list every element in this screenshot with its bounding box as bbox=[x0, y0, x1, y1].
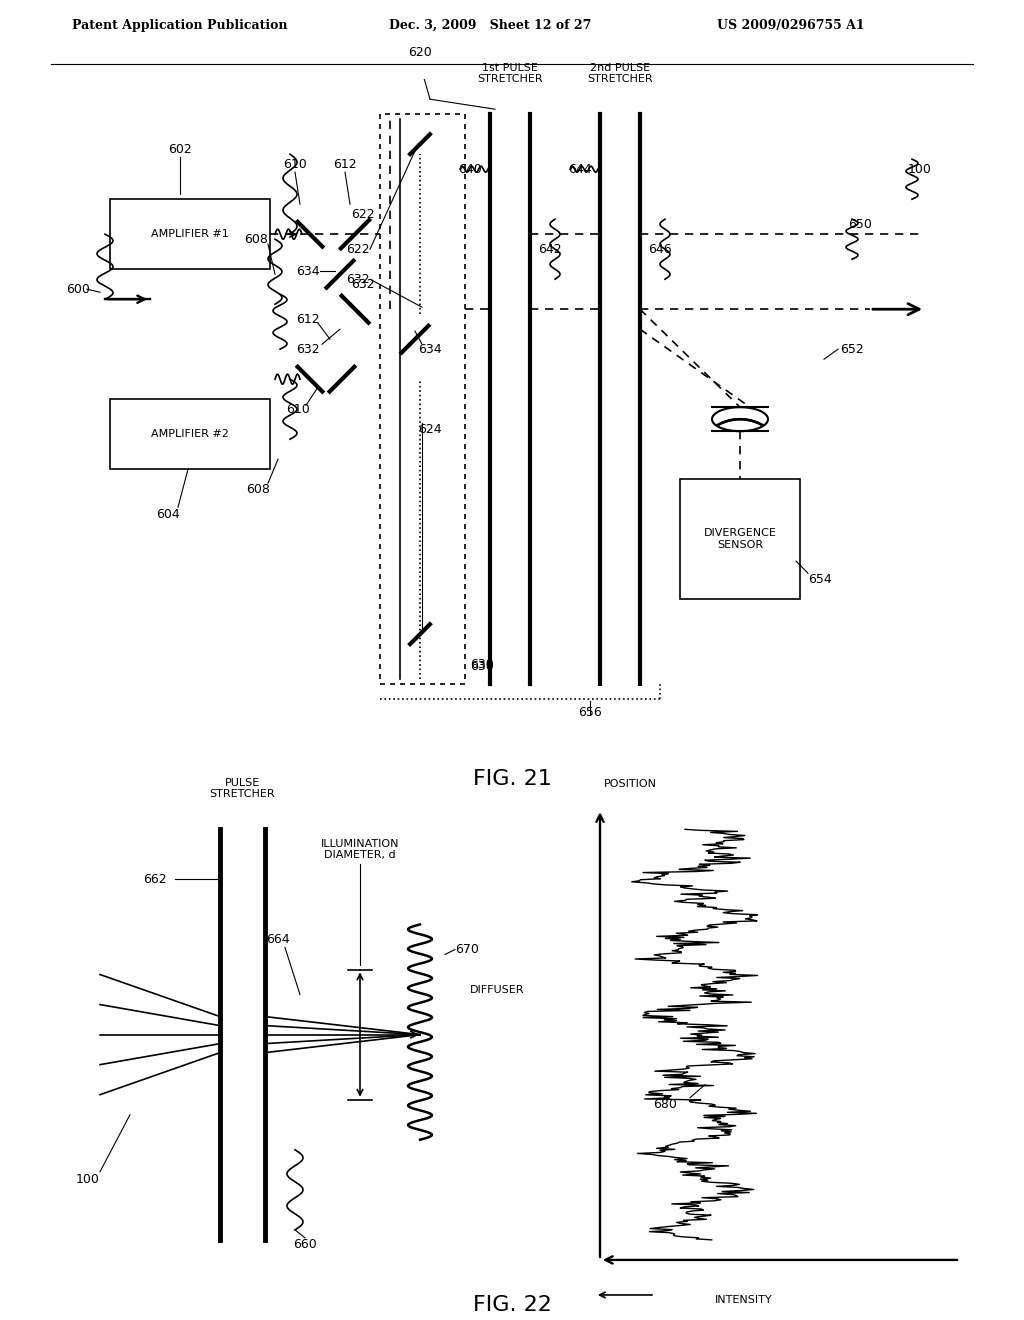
Text: DIFFUSER: DIFFUSER bbox=[470, 985, 524, 994]
Text: Patent Application Publication: Patent Application Publication bbox=[72, 18, 287, 32]
Text: 670: 670 bbox=[455, 942, 479, 956]
Text: 612: 612 bbox=[296, 313, 319, 326]
Text: 2nd PULSE
STRETCHER: 2nd PULSE STRETCHER bbox=[587, 62, 653, 84]
Text: FIG. 22: FIG. 22 bbox=[472, 1295, 552, 1315]
Ellipse shape bbox=[712, 407, 768, 432]
Text: 662: 662 bbox=[143, 873, 167, 886]
Text: 612: 612 bbox=[333, 157, 356, 170]
Text: 632: 632 bbox=[296, 343, 319, 355]
Bar bbox=[680, 479, 800, 599]
Text: 652: 652 bbox=[840, 343, 864, 355]
Text: ILLUMINATION
DIAMETER, d: ILLUMINATION DIAMETER, d bbox=[321, 838, 399, 861]
Text: AMPLIFIER #1: AMPLIFIER #1 bbox=[152, 230, 229, 239]
Text: FIG. 21: FIG. 21 bbox=[472, 770, 552, 789]
Text: 654: 654 bbox=[808, 573, 831, 586]
Text: 610: 610 bbox=[286, 403, 310, 416]
Text: 644: 644 bbox=[568, 162, 592, 176]
Text: 610: 610 bbox=[283, 157, 307, 170]
Text: 634: 634 bbox=[418, 343, 441, 355]
Text: 632: 632 bbox=[351, 277, 375, 290]
Text: 620: 620 bbox=[409, 46, 432, 59]
Text: 634: 634 bbox=[296, 265, 319, 277]
Text: 630: 630 bbox=[470, 660, 494, 673]
Text: PULSE
STRETCHER: PULSE STRETCHER bbox=[210, 777, 275, 800]
Text: US 2009/0296755 A1: US 2009/0296755 A1 bbox=[717, 18, 864, 32]
Text: POSITION: POSITION bbox=[603, 779, 656, 789]
Text: 632: 632 bbox=[346, 273, 370, 285]
Text: 680: 680 bbox=[653, 1098, 677, 1111]
Text: 1st PULSE
STRETCHER: 1st PULSE STRETCHER bbox=[477, 62, 543, 84]
Text: 100: 100 bbox=[76, 1173, 100, 1187]
Text: 630: 630 bbox=[470, 657, 494, 671]
Text: 660: 660 bbox=[293, 1238, 316, 1251]
Text: 656: 656 bbox=[579, 706, 602, 719]
Text: INTENSITY: INTENSITY bbox=[715, 1295, 773, 1305]
Text: 640: 640 bbox=[459, 162, 482, 176]
Text: Dec. 3, 2009   Sheet 12 of 27: Dec. 3, 2009 Sheet 12 of 27 bbox=[389, 18, 592, 32]
Text: 602: 602 bbox=[168, 143, 191, 156]
Text: AMPLIFIER #2: AMPLIFIER #2 bbox=[152, 429, 229, 440]
Text: 100: 100 bbox=[908, 162, 932, 176]
Text: 650: 650 bbox=[848, 218, 872, 231]
Bar bbox=[380, 115, 465, 684]
Text: DIVERGENCE
SENSOR: DIVERGENCE SENSOR bbox=[703, 528, 776, 550]
Text: 646: 646 bbox=[648, 243, 672, 256]
Text: 604: 604 bbox=[156, 508, 180, 520]
Bar bbox=[110, 199, 270, 269]
Text: 642: 642 bbox=[538, 243, 561, 256]
Text: 608: 608 bbox=[244, 232, 268, 246]
Text: 624: 624 bbox=[418, 422, 441, 436]
Text: 622: 622 bbox=[351, 207, 375, 220]
Text: 664: 664 bbox=[266, 933, 290, 946]
Text: 600: 600 bbox=[67, 282, 90, 296]
Text: 608: 608 bbox=[246, 483, 270, 496]
Bar bbox=[110, 399, 270, 469]
Text: 622: 622 bbox=[346, 243, 370, 256]
